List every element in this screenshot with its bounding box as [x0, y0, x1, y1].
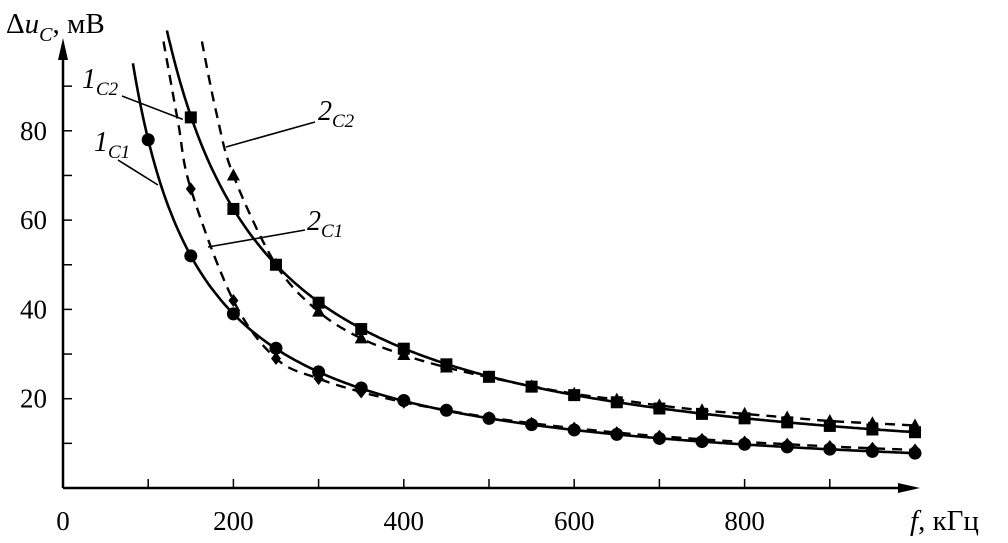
x-tick-label: 200: [213, 506, 254, 536]
leader-line-2C1: [207, 229, 306, 248]
point-2C2: [823, 414, 837, 427]
point-2C2: [525, 379, 539, 392]
point-2C1: [867, 441, 878, 455]
x-axis-arrow: [898, 483, 920, 493]
curve-label-2C2: 2C2: [318, 96, 355, 132]
point-2C1: [185, 182, 196, 196]
point-2C1: [441, 403, 452, 417]
point-2C1: [398, 395, 409, 409]
point-2C2: [695, 403, 709, 416]
x-tick-label: 0: [56, 506, 70, 536]
point-1C1: [269, 341, 283, 355]
point-2C1: [313, 372, 324, 386]
point-2C2: [269, 257, 283, 270]
point-2C2: [652, 398, 666, 411]
point-1C1: [141, 133, 155, 147]
point-2C2: [738, 406, 752, 419]
point-2C1: [782, 437, 793, 451]
series-line-1C2: [165, 30, 916, 434]
curve-label-1C2: 1C2: [82, 64, 119, 100]
markers: [141, 111, 922, 460]
point-2C1: [484, 410, 494, 424]
point-2C2: [354, 331, 368, 344]
point-2C1: [611, 426, 622, 440]
y-axis-title: ΔuC, мВ: [6, 8, 105, 46]
point-1C2: [312, 296, 325, 309]
point-2C1: [654, 429, 665, 443]
curve-labels: 1C1 2C1 1C2 2C2: [82, 64, 355, 248]
point-2C2: [397, 347, 411, 360]
point-2C2: [312, 304, 326, 317]
point-2C2: [482, 370, 496, 383]
y-tick-label: 40: [20, 294, 47, 324]
point-2C2: [226, 168, 240, 181]
y-tick-label: 60: [20, 205, 47, 235]
point-2C2: [439, 360, 453, 373]
axes: 0 200 400 600 800 20 40 60 80: [20, 38, 920, 536]
point-2C2: [567, 386, 581, 399]
curves: [131, 30, 916, 455]
point-1C1: [312, 365, 326, 379]
leader-line-1C1: [117, 159, 159, 186]
point-2C2: [610, 392, 624, 405]
point-1C1: [226, 307, 240, 321]
point-2C2: [780, 410, 794, 423]
curve-label-2C1: 2C1: [307, 206, 343, 242]
x-tick-label: 400: [384, 506, 425, 536]
y-tick-label: 80: [20, 116, 47, 146]
point-2C1: [739, 435, 750, 449]
point-2C1: [228, 293, 239, 307]
point-1C2: [227, 202, 240, 215]
point-2C1: [569, 421, 580, 435]
x-tick-label: 800: [724, 506, 765, 536]
curve-label-1C1: 1C1: [94, 127, 130, 163]
point-2C1: [526, 416, 537, 430]
x-tick-label: 600: [554, 506, 595, 536]
y-tick-label: 20: [20, 384, 47, 414]
point-2C1: [356, 385, 367, 399]
point-2C1: [697, 432, 707, 446]
point-2C2: [908, 418, 922, 431]
point-2C2: [865, 416, 879, 429]
point-1C2: [355, 323, 368, 336]
series-line-1C1: [131, 63, 916, 455]
point-1C2: [184, 111, 197, 124]
leader-line-1C2: [121, 95, 184, 121]
point-2C1: [824, 439, 835, 453]
x-axis-title: f, кГц: [910, 505, 979, 537]
leader-line-2C2: [225, 121, 316, 148]
y-axis-arrow: [58, 38, 68, 60]
point-2C1: [910, 443, 920, 457]
point-1C1: [184, 249, 198, 263]
point-2C1: [271, 352, 281, 366]
